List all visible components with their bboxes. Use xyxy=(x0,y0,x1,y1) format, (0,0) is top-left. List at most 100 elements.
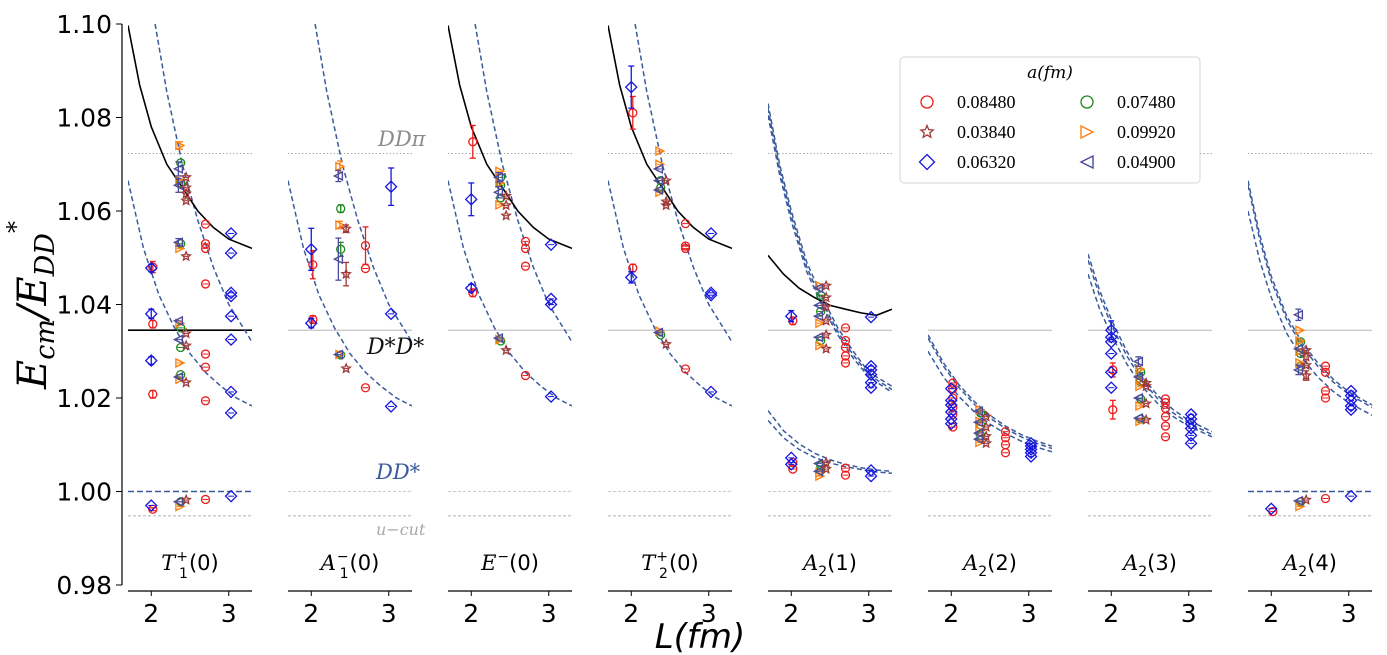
data-point-triangle-right xyxy=(815,340,826,351)
data-point-diamond xyxy=(304,316,318,330)
data-point-star xyxy=(820,300,833,312)
data-points xyxy=(144,140,238,514)
x-tick-label: 3 xyxy=(541,599,557,628)
data-point-circle xyxy=(308,260,318,270)
panel-label-sub: 2 xyxy=(978,564,987,580)
data-point-star xyxy=(980,437,993,449)
data-point-diamond xyxy=(1024,436,1038,450)
data-points xyxy=(1264,308,1358,517)
legend-label: 0.09920 xyxy=(1117,122,1176,142)
data-point-diamond xyxy=(1104,381,1118,395)
data-point-star xyxy=(820,314,833,326)
data-point-triangle-right xyxy=(1135,363,1146,375)
y-tick-label: 1.06 xyxy=(56,197,112,226)
panel-label-main: E xyxy=(480,551,496,575)
data-point-diamond xyxy=(224,406,238,420)
data-point-diamond xyxy=(944,412,958,426)
data-point-star xyxy=(820,279,833,291)
data-point-triangle-left xyxy=(652,163,664,175)
data-point-star xyxy=(1140,413,1153,425)
data-point-triangle-left xyxy=(652,175,664,186)
y-tick-label: 1.02 xyxy=(56,384,112,413)
panel-e-0-: E−(0)2 3 xyxy=(448,24,572,628)
data-point-triangle-left xyxy=(332,254,344,265)
data-point-circle xyxy=(200,349,211,359)
legend: a(fm) 0.08480 0.07480 0.03840 0.09920 0.0632… xyxy=(899,56,1201,184)
free-energy-dashed-curve xyxy=(768,103,892,387)
panel-a1-0-: A− 1(0)2 3 xyxy=(288,24,412,628)
legend-label: 0.07480 xyxy=(1117,92,1176,112)
data-point-diamond xyxy=(624,80,638,94)
data-point-diamond xyxy=(1344,384,1358,398)
free-energy-dashed-curve xyxy=(634,24,732,343)
y-tick-label: 1.00 xyxy=(56,478,112,507)
panel-label-sub: 2 xyxy=(659,566,668,582)
legend-entry: 0.09920 xyxy=(1080,122,1176,142)
data-point-diamond xyxy=(1184,428,1198,442)
data-point-triangle-left xyxy=(1292,495,1304,506)
curves-group xyxy=(608,24,732,407)
free-energy-dashed-curve xyxy=(448,180,572,407)
data-point-star xyxy=(180,250,193,262)
panel-label-sub: 1 xyxy=(179,566,188,582)
data-point-star xyxy=(1140,380,1153,392)
panel-label-sub: 2 xyxy=(1298,564,1307,580)
data-point-triangle-left xyxy=(812,332,824,343)
data-point-diamond xyxy=(864,359,878,373)
panel-label-main: A xyxy=(1281,551,1298,575)
data-point-triangle-right xyxy=(655,146,666,157)
y-tick-label: 1.08 xyxy=(56,104,112,133)
panel-label-sup: − xyxy=(337,549,349,565)
x-tick-label: 3 xyxy=(381,599,397,628)
free-energy-dashed-curve xyxy=(768,115,892,394)
data-point-diamond xyxy=(224,246,238,260)
data-point-triangle-right xyxy=(495,199,506,211)
data-points xyxy=(1104,320,1198,450)
y-tick-label: 1.04 xyxy=(56,291,112,320)
data-point-circle xyxy=(360,263,371,274)
free-energy-dashed-curve xyxy=(1088,273,1212,438)
dstardstar-label: D*D* xyxy=(366,335,424,360)
data-point-star xyxy=(1300,493,1313,505)
panel-label: T+ 2(0) xyxy=(641,549,698,582)
data-point-diamond xyxy=(864,363,878,377)
data-point-diamond xyxy=(224,333,238,346)
data-point-diamond xyxy=(1104,347,1118,361)
data-point-diamond xyxy=(1104,365,1118,379)
panel-label-sup: + xyxy=(656,549,668,565)
free-energy-dashed-curve xyxy=(1088,253,1212,433)
data-point-triangle-left xyxy=(972,405,984,417)
data-point-diamond xyxy=(144,499,158,512)
data-point-triangle-left xyxy=(1132,392,1144,404)
data-point-circle xyxy=(148,389,158,399)
data-point-circle xyxy=(788,464,798,474)
free-energy-dashed-curve xyxy=(768,419,892,475)
data-point-triangle-right xyxy=(1135,400,1146,412)
x-axis-label: L(fm) xyxy=(655,617,746,655)
data-point-circle xyxy=(788,316,798,326)
data-point-triangle-left xyxy=(812,283,824,294)
ucut-label: u−cut xyxy=(376,520,426,539)
data-points xyxy=(624,65,718,399)
panel-label: A2(4) xyxy=(1281,551,1337,580)
legend-label: 0.08480 xyxy=(957,92,1016,112)
data-point-triangle-left xyxy=(332,349,344,360)
data-point-triangle-right xyxy=(1295,501,1306,512)
data-point-circle xyxy=(1000,427,1011,437)
data-point-star xyxy=(340,222,353,234)
data-point-circle xyxy=(840,358,851,368)
data-point-circle xyxy=(520,261,531,271)
data-point-diamond xyxy=(704,227,718,240)
data-point-diamond xyxy=(384,399,398,413)
data-point-diamond xyxy=(864,310,878,324)
data-point-diamond xyxy=(864,368,878,382)
data-point-star xyxy=(500,199,513,211)
data-point-circle xyxy=(176,158,186,168)
data-point-star xyxy=(500,209,513,221)
data-point-circle xyxy=(1320,493,1331,504)
free-energy-dashed-curve xyxy=(1248,210,1372,416)
data-point-circle xyxy=(336,204,346,214)
data-point-diamond xyxy=(544,390,558,404)
data-point-circle xyxy=(496,336,506,346)
data-point-diamond xyxy=(1184,412,1198,426)
